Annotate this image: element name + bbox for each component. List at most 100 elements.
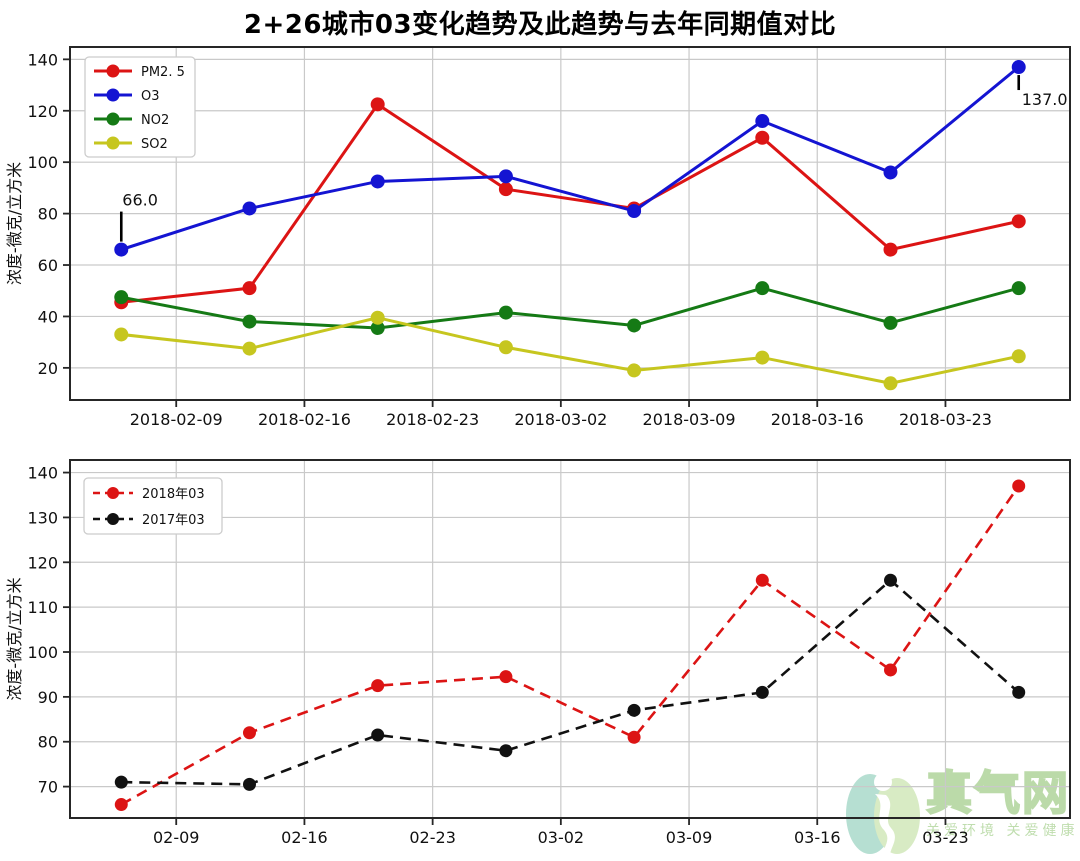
series-marker-PM2. 5 [242,281,257,296]
series-line-2018年03 [120,485,1020,806]
legend-swatch-marker [106,136,120,150]
y-tick-label: 140 [27,464,58,483]
legend-label: SO2 [141,137,168,152]
series-marker-NO2 [1011,281,1026,296]
page-title: 2+26城市03变化趋势及此趋势与去年同期值对比 [243,10,837,40]
series-marker-NO2 [114,290,129,305]
y-tick-label: 140 [27,50,58,69]
series-marker-SO2 [242,341,257,356]
series-marker-O3 [498,169,513,184]
series-line-2017年03 [121,578,1020,786]
series-marker-2018年03 [371,679,385,693]
series-marker-O3 [370,174,385,189]
x-tick-label: 2018-03-16 [771,410,864,429]
series-marker-2018年03 [755,573,769,587]
y-tick-label: 120 [27,553,58,572]
series-marker-2017年03 [627,703,641,717]
series-marker-SO2 [1011,349,1026,364]
legend-label: 2018年03 [142,487,205,502]
series-marker-2018年03 [627,730,641,744]
x-tick-label: 2018-03-02 [514,410,607,429]
series-line-SO2 [121,316,1020,385]
x-tick-label: 03-02 [538,828,585,847]
series-marker-SO2 [370,310,385,325]
series-marker-2017年03 [884,573,898,587]
series-marker-2017年03 [1012,685,1026,699]
logo-figure-body [875,794,895,860]
watermark-brand: 真气网 [925,766,1070,820]
legend-box [84,56,196,158]
series-line-PM2. 5 [121,102,1020,304]
legend-label: 2017年03 [142,513,205,528]
y-tick-label: 130 [27,508,58,527]
series-marker-SO2 [114,327,129,342]
y-tick-label: 40 [38,307,58,326]
series-marker-NO2 [498,305,513,320]
watermark-text: 真气网 关爱环境 关爱健康 [925,766,1079,840]
legend-swatch-marker [106,88,120,102]
series-marker-PM2. 5 [755,130,770,145]
series-marker-SO2 [755,350,770,365]
series-marker-NO2 [370,321,385,336]
x-tick-label: 03-16 [794,828,841,847]
series-line-O3 [120,65,1020,252]
y-tick-label: 100 [27,153,58,172]
series-marker-SO2 [883,376,898,391]
plot-frame [69,46,1071,401]
series-marker-PM2. 5 [1011,214,1026,229]
y-tick-label: 100 [27,643,58,662]
annotation-label: 66.0 [122,191,158,210]
series-marker-2018年03 [884,663,898,677]
y-tick-label: 80 [38,733,58,752]
series-marker-NO2 [627,318,642,333]
legend-swatch-marker [107,513,119,525]
legend-swatch-marker [106,112,120,126]
series-marker-PM2. 5 [498,182,513,197]
series-marker-2018年03 [242,726,256,740]
annotation-label: 137.0 [1022,90,1068,109]
series-marker-PM2. 5 [883,242,898,257]
watermark-slogan: 关爱环境 关爱健康 [926,823,1079,839]
y-tick-label: 80 [38,205,58,224]
series-marker-O3 [242,201,257,216]
x-tick-label: 2018-02-23 [386,410,479,429]
x-tick-label: 02-23 [409,828,456,847]
x-tick-label: 03-09 [666,828,713,847]
x-tick-label: 2018-02-09 [130,410,223,429]
y-tick-label: 90 [38,688,58,707]
x-tick-label: 02-09 [153,828,200,847]
series-marker-SO2 [627,363,642,378]
x-tick-label: 02-16 [281,828,328,847]
series-marker-2018年03 [1012,479,1026,493]
legend-label: O3 [141,89,160,104]
y-tick-label: 70 [38,778,58,797]
y-tick-label: 60 [38,256,58,275]
x-tick-label: 2018-03-09 [643,410,736,429]
series-marker-2017年03 [371,728,385,742]
y-axis-label: 浓度-微克/立方米 [5,162,24,285]
series-marker-O3 [627,204,642,219]
series-marker-O3 [755,114,770,129]
series-marker-2017年03 [499,744,513,758]
legend-swatch-marker [106,64,120,78]
y-tick-label: 20 [38,359,58,378]
x-tick-label: 2018-02-16 [258,410,351,429]
series-marker-2017年03 [114,775,128,789]
legend-label: NO2 [141,113,169,128]
series-line-NO2 [121,286,1020,330]
series-marker-NO2 [883,315,898,330]
series-marker-O3 [1011,60,1026,75]
series-marker-2017年03 [755,685,769,699]
plot-frame [69,459,1071,819]
series-marker-2017年03 [242,777,256,791]
y-axis-label: 浓度-微克/立方米 [5,577,24,700]
series-marker-O3 [114,242,129,257]
chart-1: 20 40 60 80 100 120 140 2018-02-09 2018-02-16 201… [5,46,1071,429]
legend-swatch-marker [107,487,119,499]
series-marker-NO2 [242,314,257,329]
y-tick-label: 110 [27,598,58,617]
x-tick-label: 03-23 [922,828,969,847]
series-marker-2018年03 [499,670,513,684]
series-marker-2018年03 [114,798,128,812]
